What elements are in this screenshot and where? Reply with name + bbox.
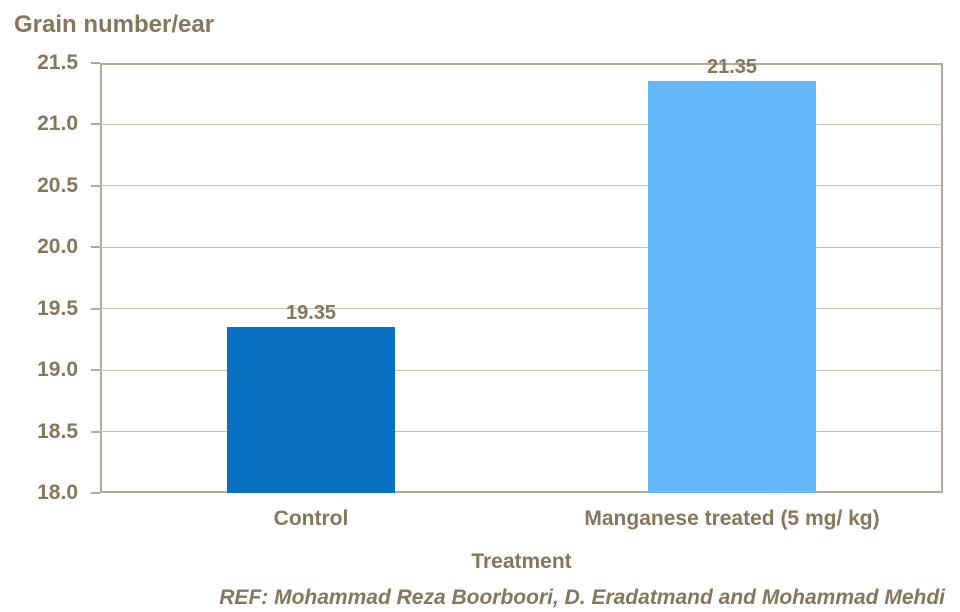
- chart-title: Grain number/ear: [14, 11, 215, 38]
- x-category-label: Control: [273, 507, 349, 530]
- y-tick-label: 20.0: [37, 235, 78, 259]
- bar-manganese: [648, 81, 816, 493]
- y-tick-label: 21.0: [37, 112, 78, 136]
- x-axis-title: Treatment: [471, 550, 572, 573]
- y-gridline: [100, 185, 943, 187]
- y-tick-mark: [91, 184, 100, 187]
- y-gridline: [100, 308, 943, 310]
- ref-footer: REF: Mohammad Reza Boorboori, D. Eradatm…: [219, 586, 945, 609]
- y-tick-label: 19.0: [37, 358, 78, 382]
- y-tick-label: 18.0: [37, 481, 78, 504]
- y-tick-mark: [91, 430, 100, 433]
- y-tick-mark: [91, 369, 100, 372]
- y-tick-label: 18.5: [37, 419, 78, 443]
- bar-value-label: 19.35: [285, 302, 337, 324]
- y-gridline: [100, 246, 943, 248]
- y-gridline: [100, 431, 943, 433]
- y-gridline: [100, 123, 943, 125]
- bar-control: [227, 327, 395, 493]
- plot-area: [100, 63, 943, 493]
- y-tick-label: 21.5: [37, 51, 78, 74]
- y-tick-mark: [91, 62, 100, 64]
- y-tick-label: 19.5: [37, 296, 78, 320]
- x-category-label: Manganese treated (5 mg/ kg): [584, 507, 880, 530]
- y-tick-mark: [91, 307, 100, 310]
- y-tick-mark: [91, 123, 100, 126]
- y-gridline: [100, 369, 943, 371]
- y-tick-mark: [91, 492, 100, 494]
- y-tick-label: 20.5: [37, 173, 78, 197]
- bar-value-label: 21.35: [706, 56, 758, 78]
- y-tick-mark: [91, 246, 100, 249]
